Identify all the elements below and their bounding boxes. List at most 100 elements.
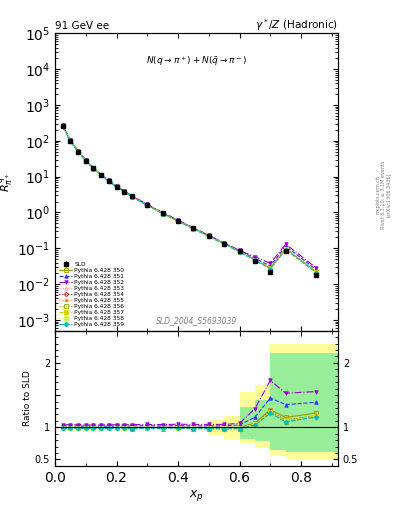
Pythia 6.428 352: [268, 260, 273, 266]
Pythia 6.428 356: [68, 138, 73, 144]
Pythia 6.428 351: [99, 172, 103, 178]
Pythia 6.428 350: [206, 233, 211, 239]
Pythia 6.428 356: [191, 226, 196, 232]
Pythia 6.428 350: [99, 172, 103, 178]
Pythia 6.428 352: [114, 183, 119, 189]
Pythia 6.428 355: [76, 148, 81, 155]
Pythia 6.428 350: [91, 165, 96, 172]
Pythia 6.428 354: [237, 248, 242, 254]
Pythia 6.428 358: [206, 233, 211, 239]
Pythia 6.428 356: [268, 266, 273, 272]
Pythia 6.428 353: [68, 138, 73, 144]
Pythia 6.428 359: [191, 226, 196, 232]
Pythia 6.428 355: [99, 172, 103, 178]
Pythia 6.428 359: [253, 257, 257, 263]
Pythia 6.428 354: [145, 202, 150, 208]
Pythia 6.428 358: [253, 257, 257, 263]
Pythia 6.428 356: [76, 149, 81, 155]
Line: Pythia 6.428 357: Pythia 6.428 357: [61, 124, 318, 274]
Pythia 6.428 352: [76, 148, 81, 154]
Pythia 6.428 352: [191, 225, 196, 231]
Pythia 6.428 353: [83, 158, 88, 164]
Text: [arXiv:1306.3436]: [arXiv:1306.3436]: [386, 173, 391, 217]
Legend: SLD, Pythia 6.428 350, Pythia 6.428 351, Pythia 6.428 352, Pythia 6.428 353, Pyt: SLD, Pythia 6.428 350, Pythia 6.428 351,…: [58, 261, 125, 328]
Pythia 6.428 354: [222, 241, 226, 247]
Pythia 6.428 359: [222, 241, 226, 247]
Pythia 6.428 350: [268, 265, 273, 271]
Pythia 6.428 355: [130, 194, 134, 200]
Text: SLD_2004_S5693039: SLD_2004_S5693039: [156, 316, 237, 325]
Pythia 6.428 353: [61, 123, 65, 129]
Pythia 6.428 352: [68, 137, 73, 143]
Pythia 6.428 358: [160, 210, 165, 217]
Pythia 6.428 353: [314, 269, 319, 275]
Pythia 6.428 356: [114, 184, 119, 190]
Pythia 6.428 353: [176, 218, 180, 224]
Pythia 6.428 356: [222, 241, 226, 247]
Pythia 6.428 352: [222, 240, 226, 246]
Pythia 6.428 358: [114, 184, 119, 190]
Pythia 6.428 359: [176, 218, 180, 224]
Pythia 6.428 358: [283, 246, 288, 252]
Pythia 6.428 354: [253, 257, 257, 263]
Pythia 6.428 357: [91, 165, 96, 172]
Pythia 6.428 357: [145, 202, 150, 208]
Pythia 6.428 359: [68, 138, 73, 144]
Pythia 6.428 357: [61, 123, 65, 129]
Pythia 6.428 356: [91, 165, 96, 172]
Pythia 6.428 353: [122, 189, 127, 195]
Pythia 6.428 356: [99, 173, 103, 179]
Pythia 6.428 357: [114, 184, 119, 190]
Pythia 6.428 351: [83, 157, 88, 163]
Pythia 6.428 352: [122, 188, 127, 194]
Pythia 6.428 356: [176, 218, 180, 224]
Pythia 6.428 354: [83, 158, 88, 164]
Pythia 6.428 359: [83, 158, 88, 164]
Pythia 6.428 350: [237, 248, 242, 254]
Pythia 6.428 353: [206, 233, 211, 239]
Pythia 6.428 358: [91, 165, 96, 172]
Pythia 6.428 359: [283, 246, 288, 252]
Line: Pythia 6.428 352: Pythia 6.428 352: [61, 123, 318, 270]
Pythia 6.428 356: [107, 178, 111, 184]
Pythia 6.428 353: [91, 165, 96, 172]
Pythia 6.428 353: [237, 248, 242, 254]
Pythia 6.428 352: [237, 247, 242, 253]
Pythia 6.428 351: [314, 267, 319, 273]
Pythia 6.428 352: [253, 253, 257, 260]
Pythia 6.428 350: [114, 184, 119, 190]
Line: Pythia 6.428 359: Pythia 6.428 359: [61, 124, 318, 274]
Pythia 6.428 357: [99, 172, 103, 178]
Pythia 6.428 359: [268, 266, 273, 272]
Pythia 6.428 357: [191, 225, 196, 231]
Pythia 6.428 357: [68, 138, 73, 144]
Pythia 6.428 355: [253, 257, 257, 263]
Pythia 6.428 355: [191, 225, 196, 231]
Pythia 6.428 358: [61, 123, 65, 129]
Pythia 6.428 357: [122, 189, 127, 195]
Pythia 6.428 350: [145, 202, 150, 208]
Pythia 6.428 357: [268, 265, 273, 271]
Line: Pythia 6.428 354: Pythia 6.428 354: [61, 124, 318, 274]
Pythia 6.428 352: [176, 217, 180, 223]
Pythia 6.428 356: [122, 189, 127, 195]
Pythia 6.428 358: [145, 202, 150, 208]
Pythia 6.428 357: [222, 241, 226, 247]
Pythia 6.428 350: [160, 210, 165, 216]
Pythia 6.428 352: [130, 193, 134, 199]
Pythia 6.428 353: [107, 178, 111, 184]
Pythia 6.428 355: [237, 248, 242, 254]
Pythia 6.428 358: [191, 225, 196, 231]
Pythia 6.428 353: [268, 266, 273, 272]
Pythia 6.428 354: [99, 172, 103, 178]
Pythia 6.428 357: [130, 194, 134, 200]
Pythia 6.428 350: [122, 188, 127, 195]
Pythia 6.428 358: [268, 266, 273, 272]
Pythia 6.428 357: [160, 210, 165, 217]
Y-axis label: Ratio to SLD: Ratio to SLD: [23, 371, 32, 426]
Pythia 6.428 353: [76, 148, 81, 155]
Pythia 6.428 350: [191, 225, 196, 231]
Y-axis label: $R_{\pi^+}^{\,q}$: $R_{\pi^+}^{\,q}$: [0, 172, 15, 192]
Pythia 6.428 351: [145, 202, 150, 208]
Pythia 6.428 351: [91, 165, 96, 171]
